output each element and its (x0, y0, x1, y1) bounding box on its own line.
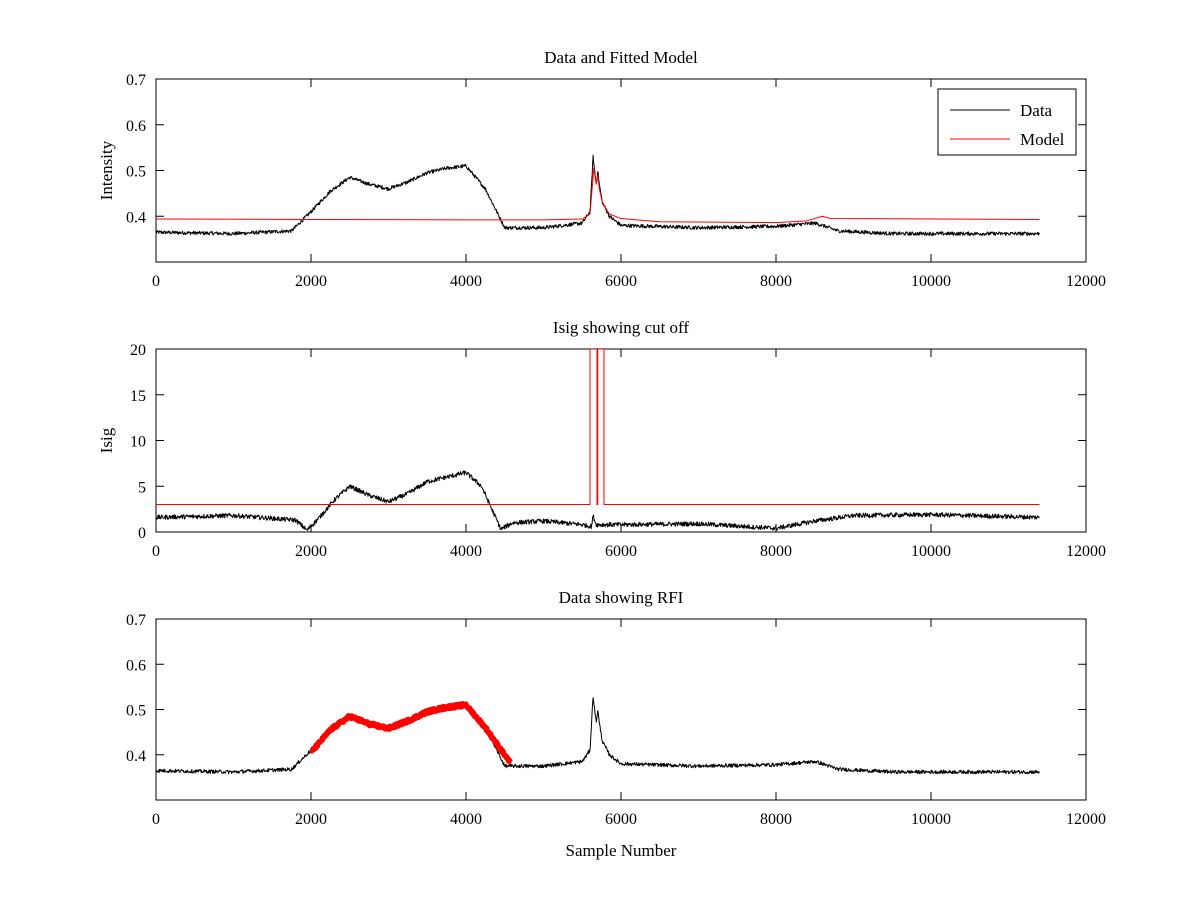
legend: Data Model (937, 88, 1077, 156)
axes-frame (155, 78, 1087, 263)
y-tick-label: 0.7 (126, 72, 146, 89)
legend-box (937, 88, 1077, 156)
panel-data-showing-rfi: 0 2000 4000 6000 8000 10000 12000 0.4 0.5 0.6 0.7 D… (126, 588, 1106, 860)
chart-title: Data showing RFI (559, 588, 684, 607)
y-tick-label: 10 (130, 434, 146, 451)
y-tick-label: 20 (130, 342, 146, 359)
chart-title: Data and Fitted Model (544, 48, 698, 67)
panel-data-and-fitted-model: 0 2000 4000 6000 8000 10000 12000 0.4 0.5 0.6 0.7 D… (97, 48, 1106, 290)
y-tick-label: 0.7 (126, 612, 146, 629)
y-tick-label: 0.6 (126, 118, 146, 135)
legend-label: Data (1020, 101, 1053, 120)
chart-title: Isig showing cut off (553, 318, 689, 337)
x-tick-label: 0 (152, 543, 160, 560)
series-line-1 (156, 349, 1040, 506)
y-tick-label: 0.4 (126, 209, 146, 226)
x-tick-label: 8000 (760, 543, 792, 560)
legend-label: Model (1020, 130, 1065, 149)
x-axis-label: Sample Number (566, 841, 677, 860)
plot-area (156, 349, 1040, 532)
series-line-model (156, 167, 1040, 224)
x-tick-label: 10000 (911, 811, 951, 828)
x-tick-label: 10000 (911, 543, 951, 560)
x-tick-label: 6000 (605, 273, 637, 290)
y-tick-label: 5 (138, 479, 146, 496)
y-tick-label: 0.5 (126, 703, 146, 720)
panel-isig-showing-cut-off: 0 2000 4000 6000 8000 10000 12000 0 5 10 15 20 Isig … (97, 318, 1106, 560)
x-tick-label: 12000 (1066, 273, 1106, 290)
series-line-1 (308, 701, 513, 765)
x-tick-label: 4000 (450, 811, 482, 828)
series-line-0 (156, 470, 1040, 532)
y-tick-label: 0 (138, 525, 146, 542)
x-tick-label: 0 (152, 811, 160, 828)
axes-frame (155, 348, 1087, 533)
x-tick-label: 6000 (605, 811, 637, 828)
x-tick-label: 0 (152, 273, 160, 290)
x-tick-label: 4000 (450, 273, 482, 290)
plot-area (156, 697, 1040, 775)
y-axis-label: Intensity (97, 140, 116, 200)
x-tick-label: 4000 (450, 543, 482, 560)
y-tick-label: 0.5 (126, 164, 146, 181)
x-tick-label: 8000 (760, 811, 792, 828)
x-tick-label: 2000 (295, 273, 327, 290)
series-line-0 (156, 697, 1040, 775)
x-tick-label: 8000 (760, 273, 792, 290)
x-tick-label: 12000 (1066, 543, 1106, 560)
y-tick-label: 0.6 (126, 657, 146, 674)
x-tick-label: 6000 (605, 543, 637, 560)
x-tick-label: 12000 (1066, 811, 1106, 828)
x-tick-label: 2000 (295, 811, 327, 828)
series-line-data (156, 154, 1040, 236)
y-axis-label: Isig (97, 427, 116, 453)
y-tick-label: 15 (130, 388, 146, 405)
x-tick-label: 10000 (911, 273, 951, 290)
y-tick-label: 0.4 (126, 748, 146, 765)
plot-area (156, 154, 1040, 236)
x-tick-label: 2000 (295, 543, 327, 560)
